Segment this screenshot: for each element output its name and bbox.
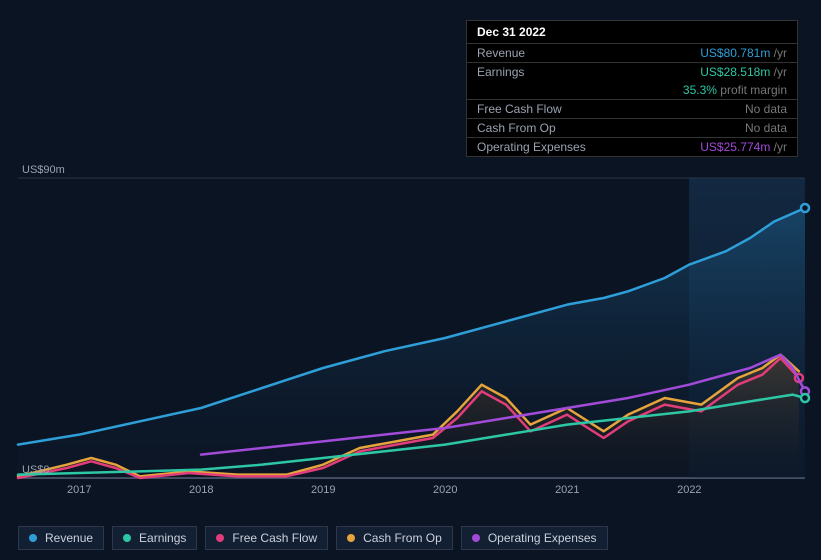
tooltip-row-value: US$25.774m /yr (700, 140, 787, 154)
legend-item-cash_from_op[interactable]: Cash From Op (336, 526, 453, 550)
tooltip-row-label: Operating Expenses (477, 140, 586, 154)
x-axis-tick: 2020 (433, 484, 457, 496)
legend-label: Operating Expenses (488, 531, 597, 545)
legend-dot (472, 534, 480, 542)
legend: Revenue Earnings Free Cash Flow Cash From O… (18, 526, 608, 550)
y-axis-label: US$0 (22, 464, 50, 476)
legend-label: Earnings (139, 531, 186, 545)
x-axis-tick: 2022 (677, 484, 701, 496)
earnings-end-marker (801, 394, 809, 402)
tooltip-row-value: US$28.518m /yr (700, 65, 787, 79)
x-axis-tick: 2017 (67, 484, 91, 496)
legend-dot (347, 534, 355, 542)
legend-item-free_cash_flow[interactable]: Free Cash Flow (205, 526, 328, 550)
tooltip-row-label: Revenue (477, 46, 525, 60)
revenue-end-marker (801, 204, 809, 212)
legend-label: Cash From Op (363, 531, 442, 545)
y-axis-label: US$90m (22, 164, 65, 176)
legend-item-revenue[interactable]: Revenue (18, 526, 104, 550)
x-axis-tick: 2021 (555, 484, 579, 496)
tooltip-row: Operating Expenses US$25.774m /yr (467, 137, 797, 156)
tooltip-row-value: No data (745, 102, 787, 116)
legend-dot (216, 534, 224, 542)
legend-item-earnings[interactable]: Earnings (112, 526, 197, 550)
legend-dot (123, 534, 131, 542)
tooltip-row-value: No data (745, 121, 787, 135)
x-axis-tick: 2019 (311, 484, 335, 496)
tooltip-row-label: Earnings (477, 65, 524, 79)
tooltip-row: Earnings US$28.518m /yr (467, 62, 797, 81)
tooltip-row-label: Cash From Op (477, 121, 556, 135)
legend-label: Revenue (45, 531, 93, 545)
tooltip-row: Free Cash Flow No data (467, 99, 797, 118)
tooltip-profit-margin: 35.3% profit margin (467, 81, 797, 99)
legend-dot (29, 534, 37, 542)
tooltip-date: Dec 31 2022 (467, 21, 797, 43)
legend-item-operating_expenses[interactable]: Operating Expenses (461, 526, 608, 550)
x-axis-tick: 2018 (189, 484, 213, 496)
tooltip-row: Revenue US$80.781m /yr (467, 43, 797, 62)
tooltip-row: Cash From Op No data (467, 118, 797, 137)
data-tooltip: Dec 31 2022 Revenue US$80.781m /yr Earning… (466, 20, 798, 157)
tooltip-row-value: US$80.781m /yr (700, 46, 787, 60)
tooltip-row-label: Free Cash Flow (477, 102, 562, 116)
legend-label: Free Cash Flow (232, 531, 317, 545)
